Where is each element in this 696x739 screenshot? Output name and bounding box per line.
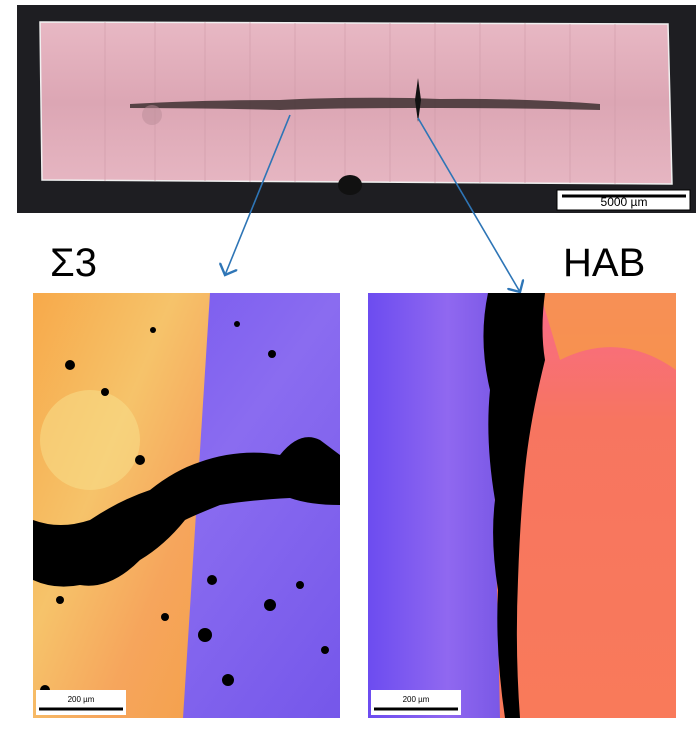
panel-label: HAB <box>563 241 645 285</box>
ebsd-panel-left: 200 µm <box>33 293 340 718</box>
figure: 5000 µm Σ3 HAB 200 µm 200 µm <box>0 0 696 739</box>
overview-image: 5000 µm <box>17 5 696 213</box>
scale-bar-label: 200 µm <box>403 695 430 704</box>
ebsd-panel-right: 200 µm <box>368 293 676 718</box>
scale-bar-label: 200 µm <box>68 695 95 704</box>
panel-label: Σ3 <box>50 241 97 285</box>
scale-bar-label: 5000 µm <box>601 195 648 209</box>
